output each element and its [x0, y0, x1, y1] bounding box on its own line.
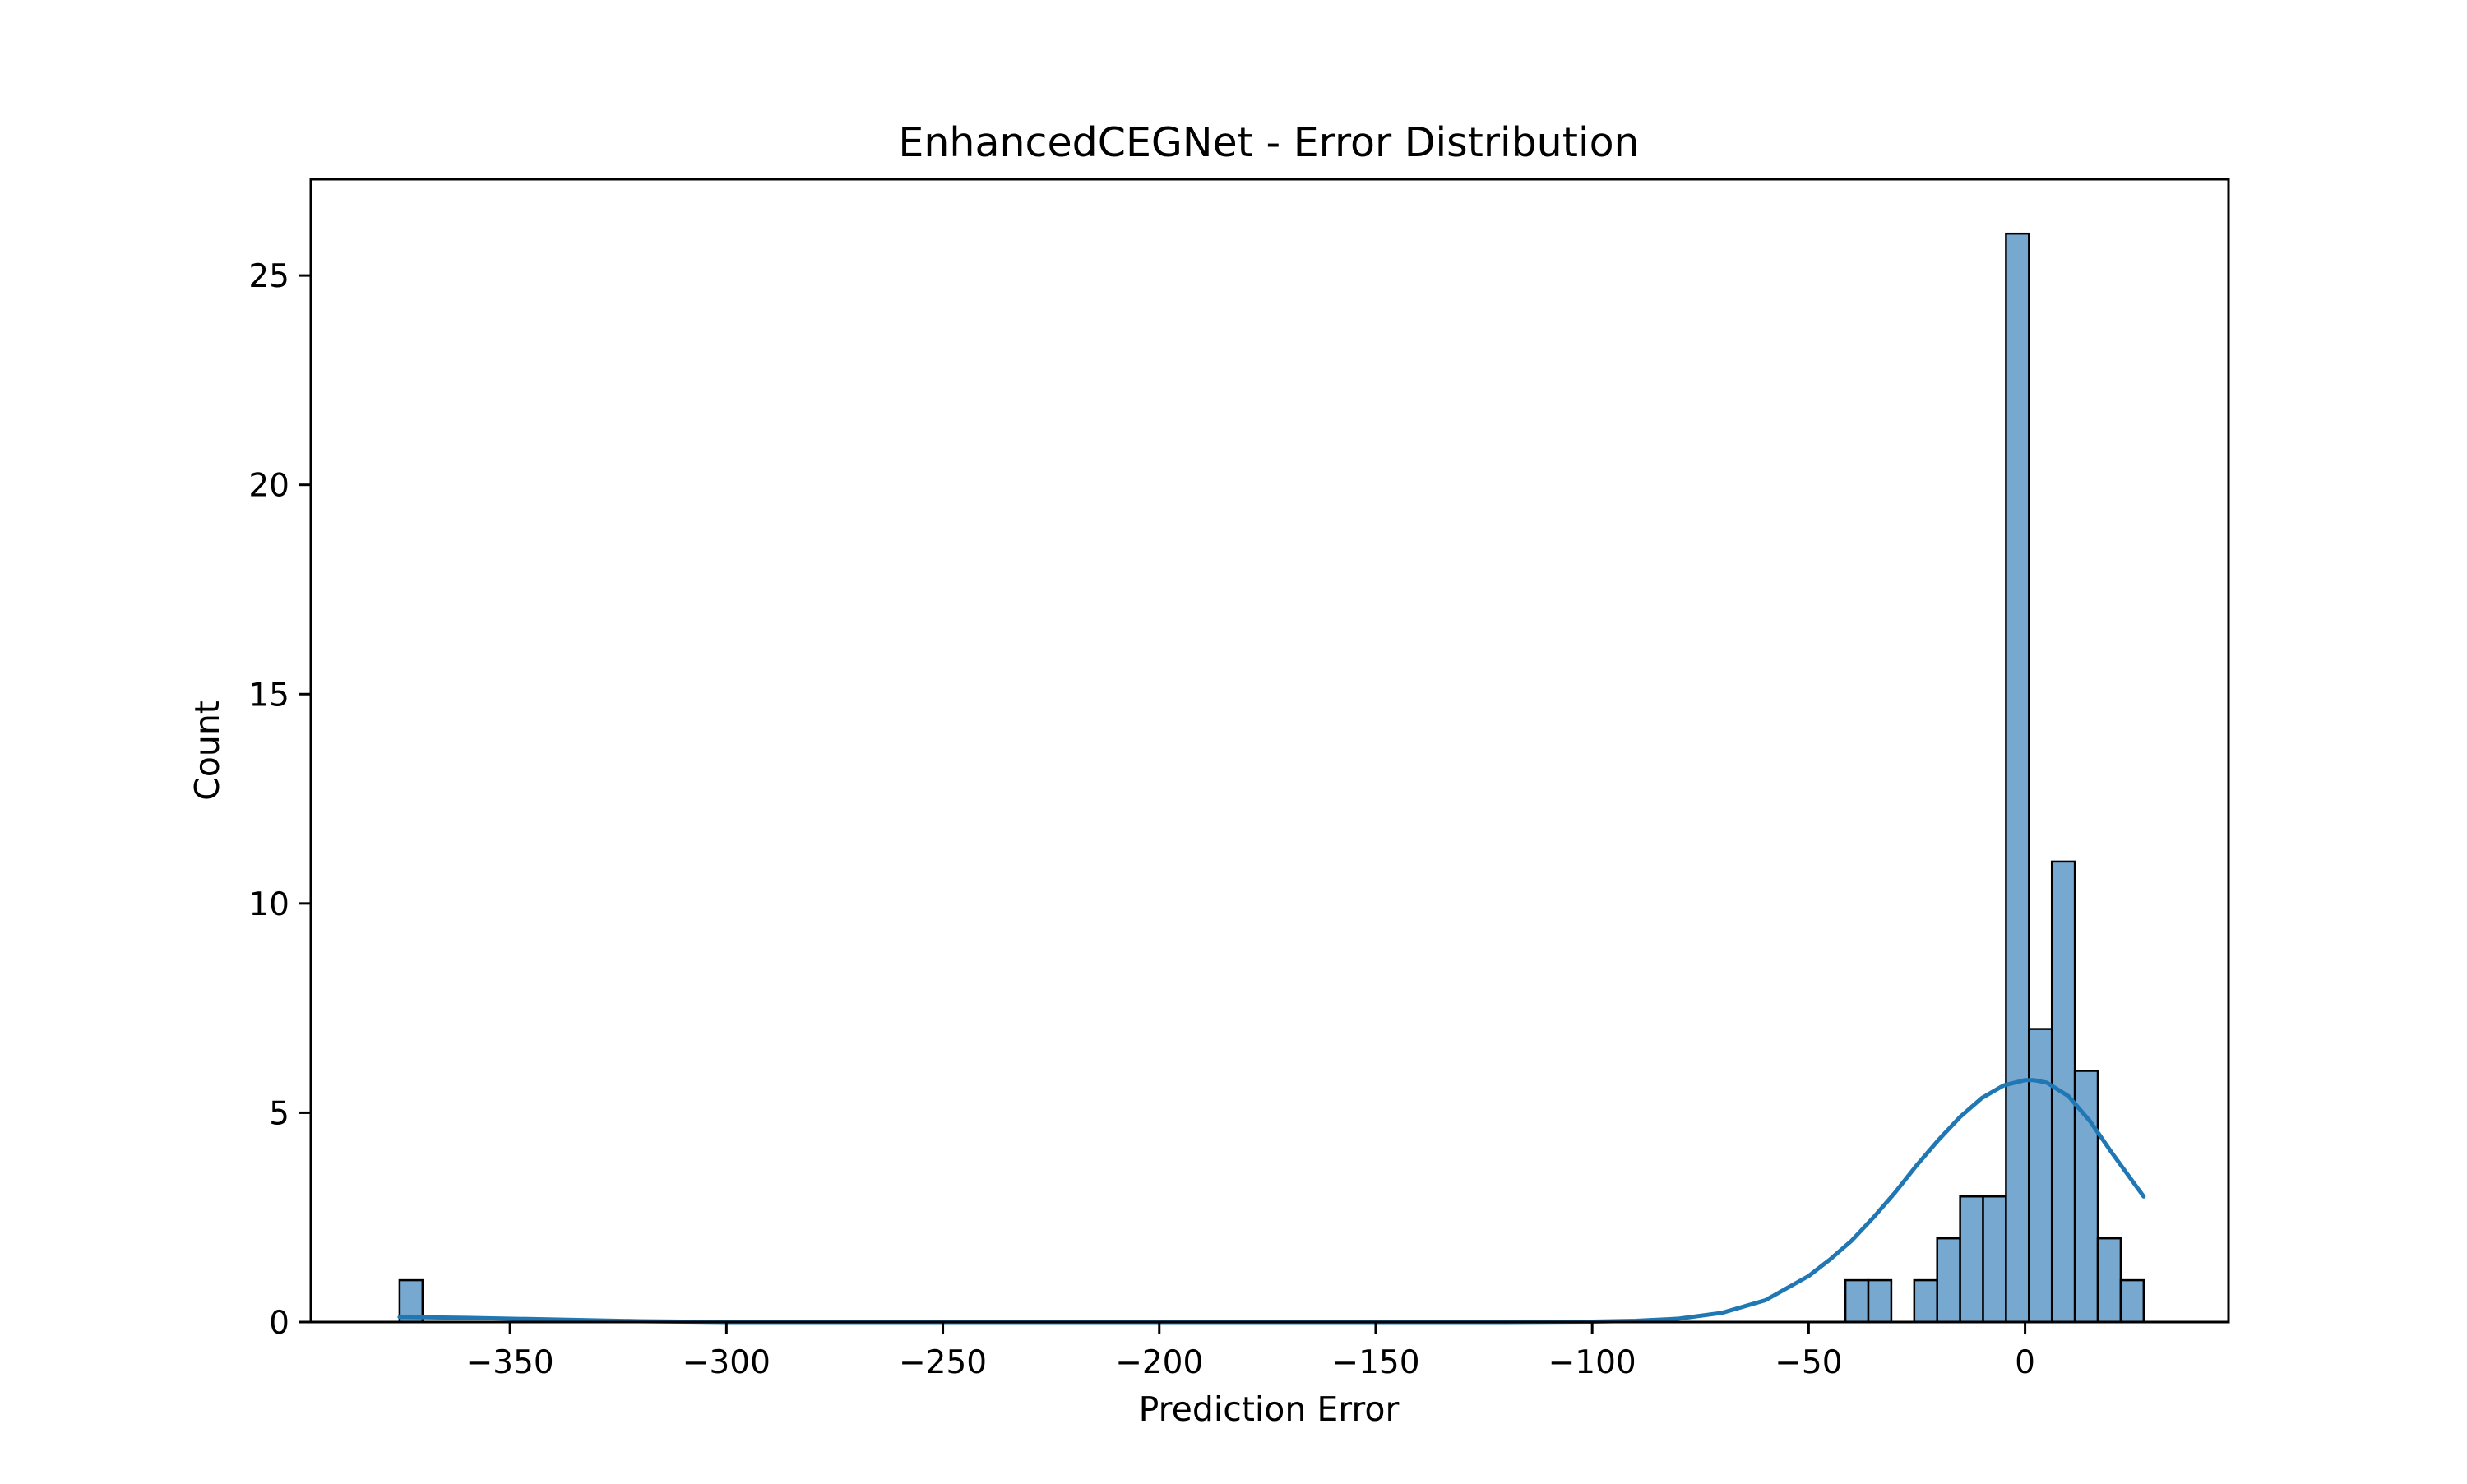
x-tick-label: −150	[1331, 1344, 1419, 1381]
y-axis: 0 5 10 15 20 25	[248, 258, 311, 1342]
x-tick-label: −300	[683, 1344, 771, 1381]
x-tick-label: −350	[466, 1344, 554, 1381]
histogram-bar	[2096, 1237, 2122, 1324]
histogram-bar	[1982, 1195, 2007, 1324]
histogram-bar	[1959, 1195, 1984, 1324]
x-axis: −350 −300 −250 −200 −150 −100 −50 0	[466, 1322, 2035, 1381]
histogram-bar	[2005, 232, 2030, 1324]
x-tick-label: −100	[1548, 1344, 1636, 1381]
chart-title: EnhancedCEGNet - Error Distribution	[898, 119, 1639, 166]
y-tick-label: 20	[248, 468, 289, 505]
y-axis-label: Count	[187, 700, 227, 801]
histogram-bars	[398, 232, 2145, 1324]
histogram-bar	[2028, 1028, 2053, 1324]
x-tick-label: 0	[2015, 1344, 2035, 1381]
plot-frame	[309, 178, 2230, 1324]
x-tick-label: −50	[1775, 1344, 1842, 1381]
histogram-bar	[1844, 1278, 1870, 1324]
histogram-bar	[1936, 1237, 1961, 1324]
y-tick-label: 10	[248, 886, 289, 923]
y-tick-label: 5	[269, 1095, 289, 1132]
histogram-bar	[1913, 1278, 1938, 1324]
y-tick-label: 15	[248, 677, 289, 714]
x-tick-label: −200	[1115, 1344, 1203, 1381]
x-tick-label: −250	[899, 1344, 987, 1381]
x-axis-label: Prediction Error	[1139, 1389, 1400, 1429]
y-tick-label: 0	[269, 1305, 289, 1342]
y-tick-label: 25	[248, 258, 289, 295]
histogram-bar	[2119, 1278, 2145, 1324]
histogram-bar	[1867, 1278, 1893, 1324]
